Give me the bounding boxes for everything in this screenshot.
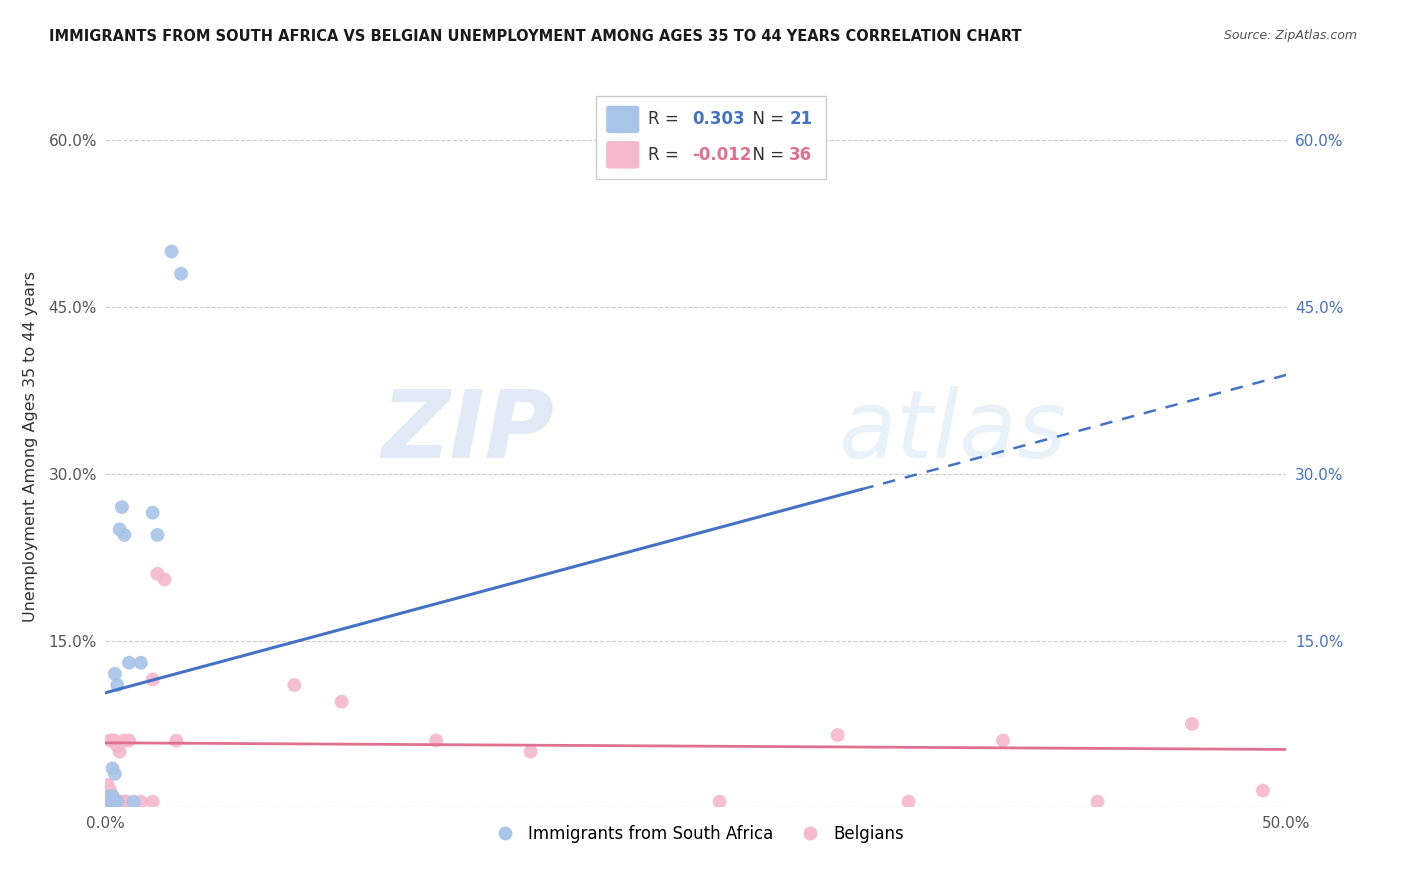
Text: atlas: atlas [838,386,1066,477]
Point [283,678,305,692]
Point [897,795,920,809]
Text: R =: R = [648,145,683,164]
Point [153,573,176,587]
Text: IMMIGRANTS FROM SOUTH AFRICA VS BELGIAN UNEMPLOYMENT AMONG AGES 35 TO 44 YEARS C: IMMIGRANTS FROM SOUTH AFRICA VS BELGIAN … [49,29,1022,44]
Point [111,795,134,809]
Point [112,733,135,747]
Point [112,795,135,809]
Point [105,795,128,809]
Point [104,795,127,809]
Text: ZIP: ZIP [381,385,554,477]
Point [330,695,353,709]
Point [98,789,121,804]
Point [108,795,131,809]
Point [991,733,1014,747]
Text: R =: R = [648,111,683,128]
Point [519,745,541,759]
Text: -0.012: -0.012 [692,145,752,164]
Point [97,795,120,809]
Point [146,566,169,581]
Text: 36: 36 [789,145,813,164]
Point [98,795,121,809]
Point [142,506,165,520]
FancyBboxPatch shape [606,105,640,133]
Point [112,528,135,542]
Legend: Immigrants from South Africa, Belgians: Immigrants from South Africa, Belgians [481,818,911,849]
Point [101,733,124,747]
Text: N =: N = [742,111,789,128]
Point [108,522,131,536]
Point [1087,795,1109,809]
Point [98,795,121,809]
Point [1251,783,1274,797]
Point [142,673,165,687]
Point [425,733,447,747]
Point [129,656,152,670]
Point [118,656,141,670]
Point [98,783,121,797]
Point [104,795,127,809]
Text: 21: 21 [789,111,813,128]
Point [709,795,731,809]
Point [827,728,849,742]
FancyBboxPatch shape [596,95,825,178]
Point [101,789,124,804]
Point [101,761,124,775]
Point [165,733,187,747]
Point [101,789,124,804]
Point [111,500,134,515]
Point [98,733,121,747]
Point [104,733,127,747]
Point [101,795,124,809]
Point [118,733,141,747]
Text: 0.303: 0.303 [692,111,745,128]
Point [101,795,124,809]
Point [108,745,131,759]
Point [160,244,183,259]
Text: N =: N = [742,145,789,164]
Point [115,795,138,809]
Point [97,795,120,809]
FancyBboxPatch shape [606,141,640,169]
Point [142,795,165,809]
Point [170,267,193,281]
Text: Source: ZipAtlas.com: Source: ZipAtlas.com [1223,29,1357,42]
Point [105,678,128,692]
Point [104,767,127,781]
Point [104,666,127,681]
Point [146,528,169,542]
Point [129,795,152,809]
Point [1181,717,1204,731]
Point [122,795,145,809]
Point [105,739,128,753]
Point [105,795,128,809]
Y-axis label: Unemployment Among Ages 35 to 44 years: Unemployment Among Ages 35 to 44 years [22,270,38,622]
Point [97,778,120,792]
